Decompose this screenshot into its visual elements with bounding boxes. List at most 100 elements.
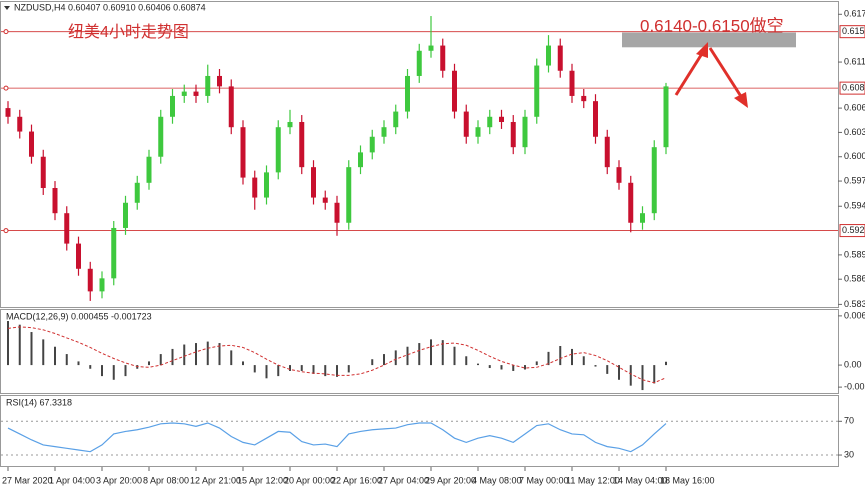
arrow-up	[674, 51, 705, 96]
candle-body	[440, 45, 446, 71]
candle-body	[299, 121, 305, 168]
y-tick-label: 0.6062	[844, 102, 865, 112]
candle-body	[29, 131, 34, 157]
x-tick-label: 8 Apr 08:00	[143, 475, 189, 485]
y-tick-label: 0.5865	[844, 274, 865, 284]
candle-body	[569, 70, 575, 96]
candle-body	[522, 116, 528, 148]
y-tick-label: 0.6006	[844, 151, 865, 161]
rsi-label: RSI(14) 67.3318	[6, 397, 72, 407]
candle-body	[640, 213, 645, 223]
candle-body	[146, 156, 152, 183]
candle-body	[581, 95, 587, 102]
candle-body	[240, 127, 246, 178]
level-handle	[3, 228, 9, 234]
y-tick-label: 0.6115	[844, 56, 865, 66]
signal-line	[7, 326, 667, 384]
candle-body	[616, 167, 622, 183]
x-tick-label: 15 Apr 12:00	[237, 475, 288, 485]
x-tick-label: 3 Apr 20:00	[96, 475, 142, 485]
candle-body	[205, 75, 211, 96]
candle-body	[463, 111, 469, 137]
candle-body	[52, 188, 58, 214]
candle-body	[264, 172, 269, 198]
candle-body	[428, 45, 434, 51]
y-tick-label: 70	[844, 416, 854, 426]
candle-body	[334, 202, 340, 223]
candle-body	[475, 127, 481, 137]
level-label: 0.5921	[842, 225, 865, 235]
y-tick-label: 0.00	[844, 359, 862, 369]
candle-body	[604, 136, 610, 168]
header-icon	[4, 6, 10, 10]
chart-title: 纽美4小时走势图	[68, 23, 189, 41]
x-tick-label: 1 Apr 04:00	[49, 475, 95, 485]
candle-body	[193, 91, 199, 96]
level-handle	[3, 29, 9, 35]
header: NZDUSD,H4 0.60407 0.60910 0.60406 0.6087…	[14, 2, 206, 12]
rsi-line	[7, 422, 667, 453]
candle-body	[217, 75, 222, 87]
candle-body	[87, 268, 93, 292]
candle-body	[64, 213, 70, 244]
y-tick-label: 0.5893	[844, 249, 865, 259]
candle-body	[452, 70, 457, 112]
candle-body	[111, 227, 117, 279]
candle-body	[158, 116, 164, 157]
candle-body	[275, 127, 281, 173]
level-label-box	[839, 81, 865, 95]
level-label-box	[839, 25, 865, 39]
level-label: 0.6085	[842, 82, 865, 92]
x-tick-label: 29 Apr 20:00	[425, 475, 476, 485]
candle-body	[17, 116, 23, 132]
macd-panel	[0, 309, 839, 394]
level-label: 0.615	[842, 26, 865, 36]
candle-body	[593, 101, 598, 137]
candle-body	[358, 152, 363, 168]
candle-body	[381, 127, 387, 137]
x-tick-label: 18 May 16:00	[660, 475, 715, 485]
candle-body	[510, 121, 516, 148]
candle-body	[170, 95, 175, 117]
y-tick-label: 0.5836	[844, 299, 865, 309]
candle-body	[322, 197, 328, 203]
candle-body	[534, 65, 540, 117]
arrows	[674, 42, 748, 108]
short-zone	[622, 32, 796, 48]
candle-body	[228, 86, 234, 128]
candle-body	[487, 116, 493, 128]
arrow-head	[734, 92, 748, 108]
x-tick-label: 27 Mar 2020	[2, 475, 53, 485]
level-label-box	[839, 224, 865, 238]
x-tick-label: 22 Apr 16:00	[331, 475, 382, 485]
y-tick-label: 0.5978	[844, 175, 865, 185]
x-tick-label: 12 Apr 21:00	[190, 475, 241, 485]
x-tick-label: 4 May 08:00	[472, 475, 522, 485]
candle-body	[416, 50, 422, 76]
candle-body	[346, 167, 352, 223]
x-tick-label: 14 May 04:00	[613, 475, 668, 485]
candle-body	[369, 136, 375, 153]
x-tick-label: 20 Apr 00:00	[284, 475, 335, 485]
level-handle	[3, 85, 9, 91]
candle-body	[134, 182, 140, 203]
candle-body	[287, 121, 293, 128]
y-tick-label: 0.5949	[844, 201, 865, 211]
main-panel	[0, 1, 839, 308]
x-tick-label: 27 Apr 04:00	[378, 475, 429, 485]
y-tick-label: 0.0067	[844, 310, 865, 320]
candle-body	[123, 202, 128, 228]
rsi-panel	[0, 395, 839, 467]
candle-body	[40, 156, 46, 189]
candle-body	[181, 91, 187, 96]
y-tick-label: 30	[844, 449, 854, 459]
arrow-down	[708, 47, 744, 99]
candle-body	[99, 278, 105, 292]
candle-body	[252, 177, 258, 198]
candle-body	[405, 75, 410, 112]
candle-body	[663, 86, 669, 148]
annotation: 0.6140-0.6150做空	[640, 16, 784, 35]
x-tick-label: 11 May 12:00	[566, 475, 620, 485]
arrow-head	[696, 42, 708, 58]
